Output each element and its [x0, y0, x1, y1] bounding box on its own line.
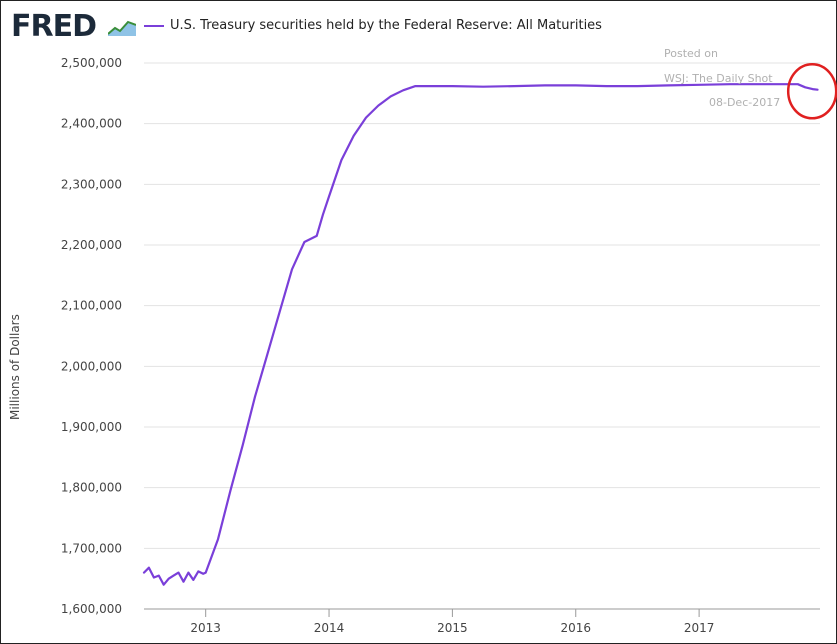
y-tick-label: 1,900,000 [61, 420, 122, 434]
posted-on-text: Posted on [664, 47, 718, 60]
fred-logo: FRED [11, 9, 97, 44]
x-tick-label: 2014 [314, 621, 345, 635]
x-tick-label: 2017 [684, 621, 715, 635]
date-text: 08-Dec-2017 [709, 96, 781, 109]
legend-label: U.S. Treasury securities held by the Fed… [170, 18, 602, 33]
y-tick-label: 2,200,000 [61, 238, 122, 252]
y-tick-label: 2,100,000 [61, 299, 122, 313]
y-tick-label: 2,400,000 [61, 117, 122, 131]
x-tick-label: 2013 [190, 621, 221, 635]
y-tick-label: 1,800,000 [61, 481, 122, 495]
y-tick-label: 2,300,000 [61, 177, 122, 191]
series-line [142, 83, 819, 586]
legend-swatch [144, 24, 164, 27]
source-text: WSJ: The Daily Shot [664, 72, 773, 85]
y-tick-label: 1,600,000 [61, 602, 122, 616]
chart-line-icon [108, 20, 136, 36]
x-tick-label: 2015 [437, 621, 468, 635]
y-tick-label: 2,500,000 [61, 56, 122, 70]
legend: U.S. Treasury securities held by the Fed… [144, 18, 602, 33]
y-tick-label: 1,700,000 [61, 541, 122, 555]
highlight-circle [786, 63, 837, 120]
x-tick-label: 2016 [560, 621, 591, 635]
y-tick-label: 2,000,000 [61, 359, 122, 373]
